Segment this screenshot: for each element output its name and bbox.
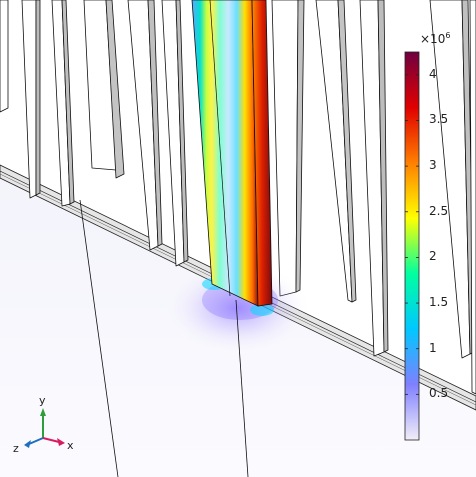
colorbar-tick-label: 3.5 [429, 112, 449, 127]
colorbar-tick-label: 4 [429, 66, 437, 81]
colorbar-tick-label: 2 [429, 249, 437, 264]
z-axis-label: z [13, 442, 19, 455]
z-axis-arrow [28, 437, 44, 445]
colorbar-tick-label: 3 [429, 158, 437, 173]
colorbar-tick-label: 1.5 [429, 295, 449, 310]
highlighted-electrode [191, 0, 273, 307]
colorbar-tick-label: 0.5 [429, 386, 449, 401]
colorbar-tick-label: 1 [429, 340, 437, 355]
x-axis-label: x [67, 439, 74, 452]
x-axis-arrow [42, 437, 60, 443]
construction-lines [79, 199, 249, 477]
colorbar-exponent: ×106 [420, 31, 451, 46]
colorbar [404, 51, 420, 441]
colorbar-tick-label: 2.5 [429, 203, 449, 218]
comb-fingers [0, 0, 476, 395]
axis-triad: y x z [13, 394, 74, 455]
field-hotspot-right [250, 304, 274, 316]
colorbar-gradient [404, 51, 420, 441]
field-glow [164, 262, 312, 354]
y-axis-label: y [39, 394, 46, 407]
